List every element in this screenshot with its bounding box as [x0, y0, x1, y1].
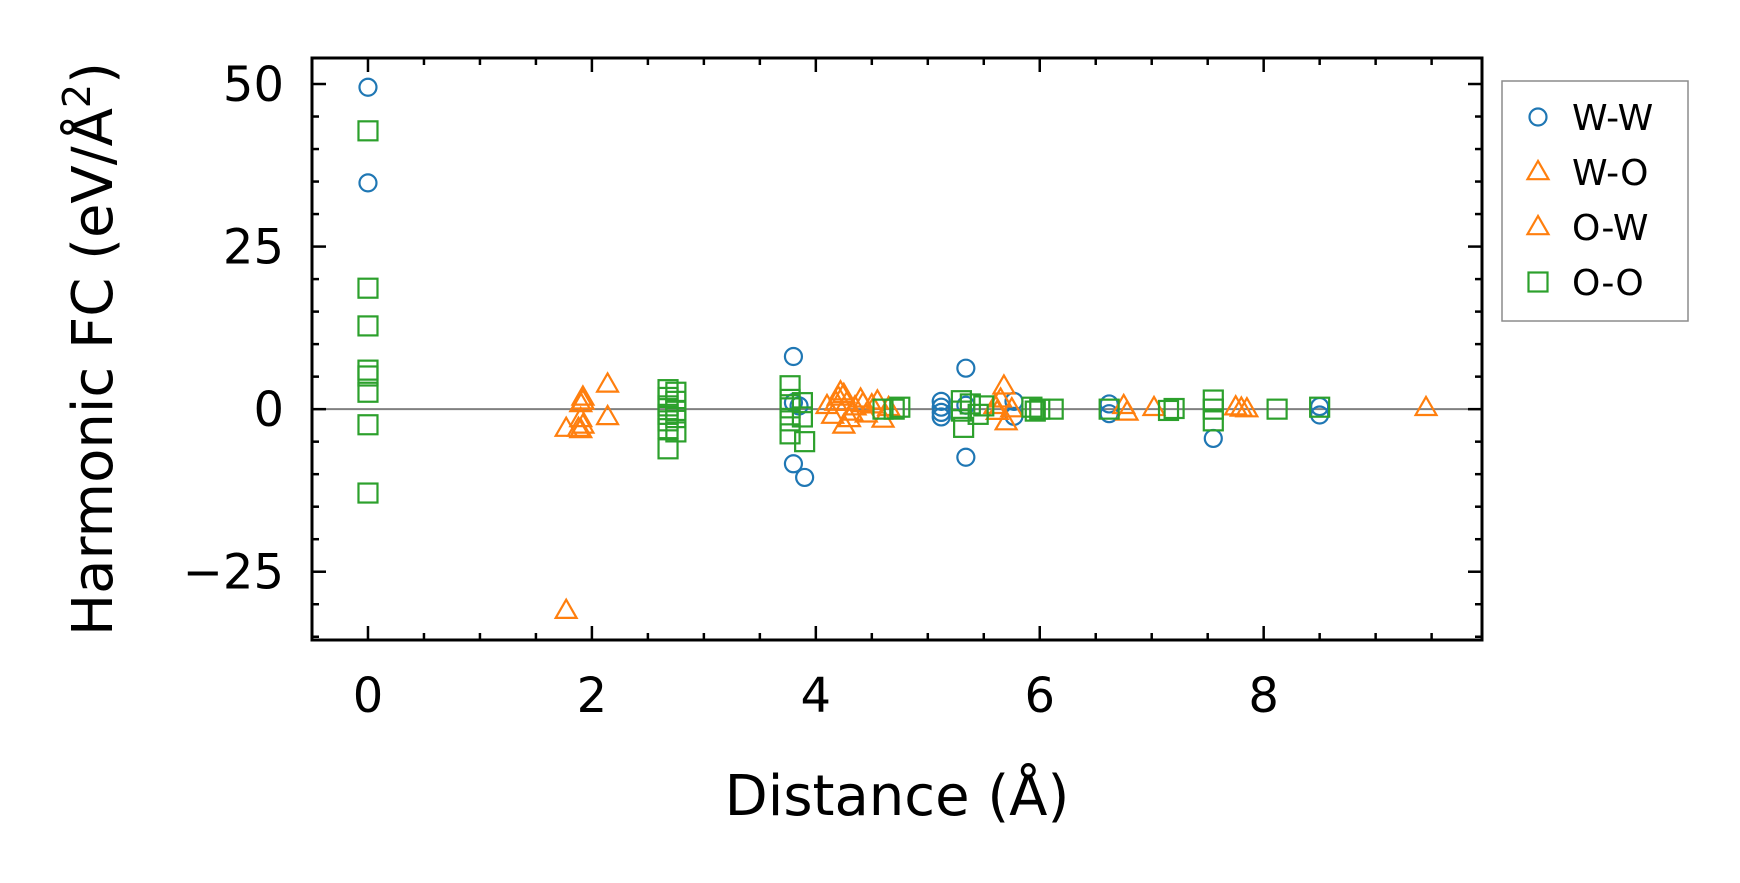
- data-point-o-o: [665, 421, 687, 443]
- data-point-o-o: [791, 406, 813, 428]
- data-point-o-o: [1021, 396, 1043, 418]
- data-point-w-w: [956, 447, 976, 467]
- data-point-w-o: [595, 371, 620, 393]
- plot-frame: [310, 56, 1484, 642]
- data-point-o-o: [357, 381, 379, 403]
- data-point-w-o: [859, 391, 885, 414]
- data-point-o-w: [570, 388, 596, 410]
- data-point-o-o: [779, 375, 801, 397]
- data-point-o-o: [1157, 399, 1180, 422]
- data-point-w-w: [931, 397, 951, 417]
- data-point-w-w: [795, 467, 815, 488]
- legend-marker: [1525, 213, 1551, 236]
- legend-box: [1501, 80, 1689, 322]
- data-point-o-o: [357, 277, 379, 299]
- data-point-o-o: [794, 431, 816, 453]
- data-point-w-w: [931, 402, 951, 423]
- x-axis-label: Distance (Å): [725, 763, 1070, 829]
- data-point-o-w: [831, 381, 857, 404]
- legend-item-o-o: O-O: [1527, 263, 1644, 304]
- legend-item-o-w: O-W: [1525, 208, 1648, 249]
- data-point-w-o: [831, 412, 857, 434]
- y-axis-label-main: Harmonic FC (eV/Å: [60, 108, 126, 636]
- data-point-o-o: [1309, 396, 1331, 418]
- data-point-w-w: [783, 346, 804, 367]
- legend-marker: [1527, 271, 1549, 293]
- data-point-o-o: [357, 482, 379, 504]
- data-point-o-o: [665, 407, 687, 429]
- y-tick-label: 25: [223, 220, 284, 276]
- data-point-o-o: [1202, 398, 1224, 420]
- data-point-o-o: [791, 392, 813, 414]
- legend: W-W W-O O-W O-O: [1501, 80, 1689, 322]
- data-point-o-o: [1266, 398, 1288, 420]
- data-point-o-o: [657, 438, 679, 460]
- data-point-w-o: [1234, 396, 1260, 418]
- data-point-o-o: [779, 423, 801, 445]
- data-point-o-o: [973, 395, 995, 417]
- data-point-w-o: [999, 396, 1025, 418]
- data-point-w-o: [568, 405, 594, 428]
- x-tick-label: 2: [577, 668, 608, 724]
- data-point-w-o: [993, 409, 1019, 431]
- data-point-o-o: [872, 398, 894, 420]
- data-point-o-o: [1098, 398, 1120, 420]
- x-tick-label: 8: [1248, 668, 1279, 724]
- y-tick-label: −25: [183, 545, 284, 601]
- data-point-o-o: [1029, 398, 1051, 420]
- data-point-o-o: [953, 416, 975, 438]
- legend-label: W-W: [1572, 98, 1653, 139]
- legend-marker: [1528, 107, 1548, 127]
- series-O-W: [568, 381, 1010, 439]
- legend-label: O-O: [1572, 263, 1644, 304]
- data-point-w-w: [931, 391, 951, 411]
- data-point-o-o: [883, 398, 905, 420]
- data-point-o-o: [889, 396, 911, 418]
- x-tick-label: 6: [1024, 668, 1055, 724]
- data-point-o-w: [850, 390, 876, 413]
- legend-label: W-O: [1572, 153, 1648, 194]
- data-point-o-o: [357, 365, 379, 387]
- data-point-w-o: [595, 403, 620, 426]
- data-point-o-o: [1042, 398, 1064, 420]
- legend-label: O-W: [1572, 208, 1648, 249]
- y-tick-label: 50: [223, 57, 284, 113]
- data-point-w-o: [1413, 394, 1439, 417]
- data-point-w-o: [1223, 393, 1248, 416]
- data-point-w-o: [876, 394, 902, 417]
- data-point-w-o: [553, 597, 579, 620]
- series-O-O: [357, 120, 1331, 504]
- data-point-o-o: [1163, 397, 1185, 420]
- x-tick-label: 0: [353, 668, 384, 724]
- data-point-o-w: [568, 416, 594, 439]
- data-point-o-w: [984, 398, 1010, 420]
- y-axis-label-close: ): [61, 62, 126, 84]
- data-point-w-w: [783, 454, 804, 474]
- legend-item-w-w: W-W: [1528, 98, 1653, 139]
- data-point-w-w: [358, 173, 378, 193]
- data-point-w-o: [1114, 399, 1140, 421]
- x-tick-label: 4: [801, 668, 832, 724]
- legend-item-w-o: W-O: [1525, 153, 1648, 194]
- y-axis-label-superscript: 2: [55, 84, 99, 108]
- data-point-w-o: [820, 402, 846, 424]
- y-tick-label: 0: [253, 382, 284, 438]
- data-point-w-w: [956, 358, 976, 378]
- data-point-w-w: [358, 77, 378, 97]
- data-point-w-o: [991, 373, 1017, 395]
- data-point-w-o: [570, 384, 596, 406]
- data-point-o-o: [1202, 410, 1224, 432]
- data-point-w-w: [931, 407, 951, 427]
- data-point-o-o: [357, 315, 379, 337]
- data-point-o-o: [357, 120, 379, 142]
- data-point-o-w: [823, 389, 849, 411]
- legend-marker: [1525, 158, 1551, 181]
- data-point-o-o: [357, 414, 379, 436]
- data-point-w-o: [837, 405, 862, 428]
- y-axis-label: Harmonic FC (eV/Å2): [55, 62, 126, 636]
- data-point-o-o: [779, 410, 801, 432]
